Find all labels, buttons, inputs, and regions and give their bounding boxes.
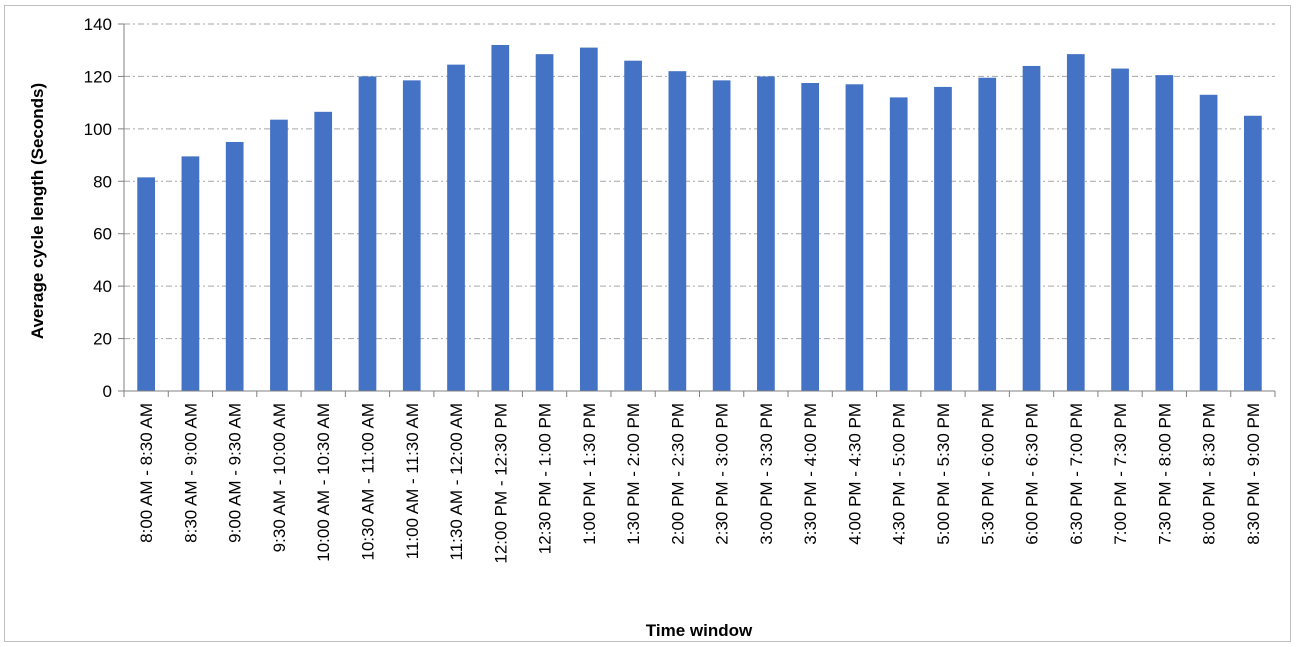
- bar: [1111, 68, 1129, 392]
- bar: [270, 119, 288, 392]
- bar: [1022, 65, 1041, 391]
- bar: [757, 76, 775, 391]
- x-tick-label: 6:00 PM - 6:30 PM: [1023, 403, 1042, 545]
- x-tick-label: 8:00 AM - 8:30 AM: [137, 403, 156, 543]
- bar: [712, 80, 731, 391]
- bar: [1155, 75, 1174, 391]
- x-tick-label: 10:30 AM - 11:00 AM: [358, 403, 377, 561]
- bar: [624, 60, 642, 391]
- gridlines: [124, 23, 1275, 340]
- bar-chart: 0 20 40 60 80 100 120 140 8:00 AM - 8:30 AM 8:30…: [28, 15, 1276, 640]
- x-tick-label: 9:30 AM - 10:00 AM: [270, 403, 289, 552]
- bar: [137, 177, 155, 391]
- x-tick-labels: 8:00 AM - 8:30 AM 8:30 AM - 9:00 AM 9:00 A…: [137, 403, 1263, 564]
- chart-frame: 0 20 40 60 80 100 120 140 8:00 AM - 8:30 AM 8:30…: [4, 5, 1291, 642]
- bar: [358, 76, 377, 391]
- bar: [889, 97, 908, 392]
- x-tick-label: 8:00 PM - 8:30 PM: [1200, 403, 1219, 545]
- bar: [181, 156, 200, 391]
- bar: [1066, 54, 1085, 392]
- x-tick-label: 4:00 PM - 4:30 PM: [845, 403, 864, 545]
- x-tick-label: 11:30 AM - 12:00 AM: [447, 403, 466, 561]
- bar: [402, 80, 421, 391]
- x-tick-label: 1:30 PM - 2:00 PM: [624, 403, 643, 545]
- bar: [668, 71, 687, 391]
- y-tick-label: 120: [84, 67, 112, 86]
- y-tick-label: 100: [84, 120, 112, 139]
- y-tick-label: 20: [93, 330, 112, 349]
- x-tick-label: 6:30 PM - 7:00 PM: [1067, 403, 1086, 545]
- bar: [535, 54, 554, 392]
- x-axis-title: Time window: [646, 621, 753, 640]
- bar: [978, 77, 997, 391]
- y-tick-label: 140: [84, 15, 112, 34]
- x-tick-label: 8:30 PM - 9:00 PM: [1244, 403, 1263, 545]
- y-tick-label: 80: [93, 172, 112, 191]
- bar: [314, 111, 333, 391]
- y-tick-label: 60: [93, 225, 112, 244]
- bar: [491, 44, 510, 391]
- y-tick-labels: 0 20 40 60 80 100 120 140: [84, 15, 112, 401]
- x-tick-label: 3:00 PM - 3:30 PM: [757, 403, 776, 545]
- x-tick-label: 12:30 PM - 1:00 PM: [536, 403, 555, 554]
- x-tick-label: 5:30 PM - 6:00 PM: [978, 403, 997, 545]
- x-tick-label: 5:00 PM - 5:30 PM: [934, 403, 953, 545]
- x-tick-label: 7:00 PM - 7:30 PM: [1111, 403, 1130, 545]
- bar: [447, 64, 465, 391]
- x-tick-label: 1:00 PM - 1:30 PM: [580, 403, 599, 545]
- y-tick-label: 0: [103, 382, 112, 401]
- bars: [137, 44, 1262, 392]
- bar: [845, 84, 864, 392]
- x-tick-label: 3:30 PM - 4:00 PM: [801, 403, 820, 545]
- y-tick-label: 40: [93, 277, 112, 296]
- bar: [225, 141, 244, 391]
- x-tick-label: 8:30 AM - 9:00 AM: [181, 403, 200, 543]
- bar: [801, 82, 820, 391]
- y-axis-title: Average cycle length (Seconds): [28, 83, 47, 339]
- bar: [579, 47, 598, 391]
- x-tick-label: 9:00 AM - 9:30 AM: [226, 403, 245, 543]
- x-tick-label: 2:30 PM - 3:00 PM: [713, 403, 732, 545]
- x-tick-label: 10:00 AM - 10:30 AM: [314, 403, 333, 562]
- bar: [934, 86, 952, 392]
- x-tick-label: 7:30 PM - 8:00 PM: [1155, 403, 1174, 545]
- axes: [118, 23, 1276, 397]
- x-tick-label: 11:00 AM - 11:30 AM: [403, 403, 422, 559]
- x-tick-label: 12:00 PM - 12:30 PM: [491, 403, 510, 564]
- bar: [1199, 94, 1218, 392]
- x-tick-label: 2:00 PM - 2:30 PM: [668, 403, 687, 545]
- x-tick-label: 4:30 PM - 5:00 PM: [890, 403, 909, 545]
- bar: [1244, 115, 1262, 391]
